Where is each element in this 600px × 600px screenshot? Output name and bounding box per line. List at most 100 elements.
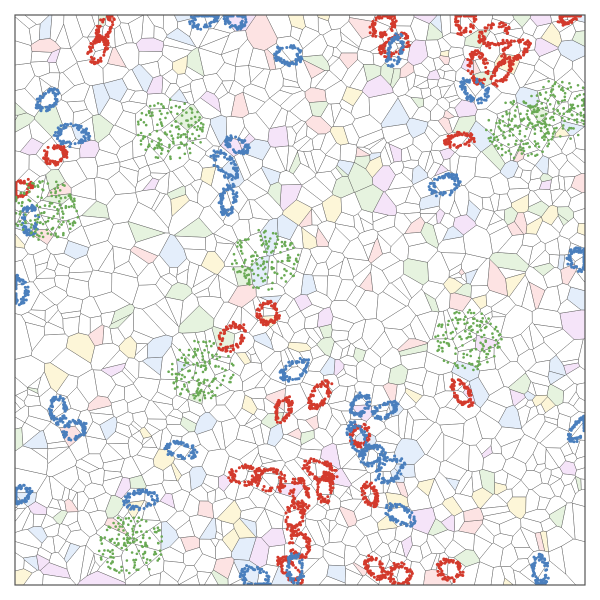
point [465, 92, 469, 95]
point [323, 475, 327, 479]
point [108, 29, 112, 33]
point [39, 108, 43, 112]
point [486, 69, 490, 73]
point [245, 484, 248, 487]
point [379, 35, 383, 39]
point [80, 138, 84, 142]
point [375, 459, 379, 463]
point [389, 566, 393, 570]
point [376, 415, 380, 418]
point [364, 463, 368, 466]
point [561, 20, 565, 24]
point [54, 102, 58, 106]
point [455, 574, 459, 578]
point [45, 105, 49, 109]
point [321, 403, 325, 407]
point [229, 350, 233, 353]
point [303, 485, 307, 489]
point [462, 29, 466, 33]
point [377, 474, 381, 478]
point [469, 54, 473, 58]
point [405, 41, 409, 45]
voronoi-cell [343, 544, 361, 567]
point [77, 141, 81, 145]
point [266, 321, 270, 325]
point [24, 298, 28, 302]
point [231, 185, 235, 189]
point [483, 78, 487, 82]
point [54, 94, 57, 98]
point [358, 411, 361, 415]
point [238, 342, 242, 345]
point [222, 332, 226, 335]
point [283, 398, 287, 402]
point [221, 348, 224, 352]
point [240, 333, 244, 337]
point [395, 457, 399, 461]
point [432, 183, 436, 187]
point [482, 98, 486, 102]
point [322, 399, 326, 403]
point [284, 367, 288, 371]
point [468, 404, 472, 408]
point [368, 484, 372, 487]
point [497, 25, 501, 29]
point [393, 399, 397, 403]
point [48, 87, 52, 91]
point [482, 61, 486, 65]
point [373, 492, 377, 496]
point [289, 534, 293, 538]
point [459, 33, 463, 37]
point [389, 27, 393, 31]
point [363, 437, 366, 441]
point [246, 143, 250, 147]
point [232, 196, 236, 199]
point [452, 384, 456, 388]
point [27, 206, 31, 210]
point [237, 466, 241, 470]
point [361, 497, 365, 501]
point [443, 191, 447, 195]
point [509, 40, 513, 44]
point [394, 404, 397, 408]
point [297, 56, 301, 60]
point [278, 489, 282, 493]
point [469, 99, 473, 103]
point [284, 479, 288, 483]
point [565, 21, 569, 25]
point [316, 385, 320, 389]
point [302, 358, 306, 362]
point [349, 427, 353, 431]
point [368, 25, 372, 29]
point [500, 78, 504, 81]
point [374, 34, 378, 38]
point [191, 25, 195, 29]
point [506, 41, 510, 45]
point [262, 467, 266, 471]
point [295, 360, 299, 363]
point [291, 378, 295, 381]
point [56, 130, 60, 134]
point [462, 85, 466, 89]
point [451, 379, 454, 383]
point [448, 576, 452, 580]
point [294, 377, 297, 381]
point [234, 135, 238, 139]
point [309, 401, 312, 405]
point [280, 368, 284, 372]
point [275, 50, 279, 54]
point [237, 151, 241, 154]
point [20, 282, 24, 286]
point [470, 50, 474, 54]
point [301, 502, 305, 506]
point [434, 194, 438, 198]
point [58, 139, 62, 143]
point [362, 433, 365, 437]
voronoi-cell [267, 125, 289, 148]
point [374, 489, 378, 493]
point [280, 564, 284, 568]
point [379, 52, 383, 56]
point [203, 23, 207, 27]
point [301, 519, 305, 523]
point [370, 461, 374, 465]
